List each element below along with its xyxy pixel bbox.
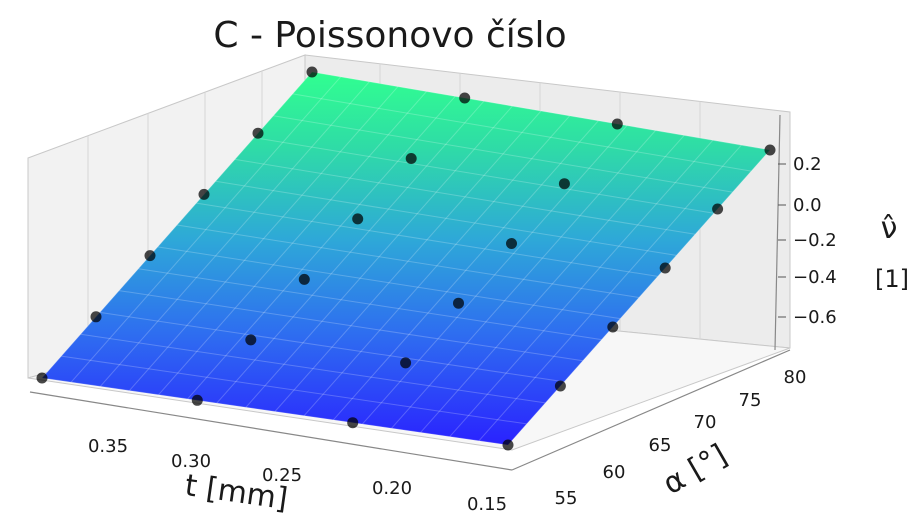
mesh-line xyxy=(273,115,733,193)
mesh-line xyxy=(507,149,771,446)
z-axis-symbol: ν̂ xyxy=(881,211,898,246)
mesh-line xyxy=(176,224,640,298)
y-tick-label: 60 xyxy=(603,462,626,483)
mesh-line xyxy=(187,96,456,400)
mesh-line xyxy=(449,139,714,437)
x-tick-label: 0.35 xyxy=(88,436,128,457)
y-tick-label: 70 xyxy=(694,412,717,433)
y-tick-label: 55 xyxy=(555,488,578,509)
x-tick-label: 0.30 xyxy=(171,451,211,472)
data-point xyxy=(306,66,318,78)
mesh-line xyxy=(215,180,677,256)
data-point xyxy=(198,188,210,200)
mesh-line xyxy=(158,91,427,396)
surface-mesh xyxy=(41,71,771,446)
data-point xyxy=(252,127,264,139)
z-ticks: 0.2 0.0 −0.2 −0.4 −0.6 xyxy=(778,154,837,328)
surface xyxy=(41,71,771,446)
z-tick-label: 0.2 xyxy=(793,154,822,175)
data-point xyxy=(607,321,619,333)
data-point xyxy=(558,178,570,190)
axis-lines xyxy=(29,114,791,471)
mesh-line xyxy=(61,355,527,425)
mesh-line xyxy=(119,290,583,362)
y-ticks: 55 60 65 70 75 80 xyxy=(555,367,807,509)
y-tick-label: 75 xyxy=(739,390,762,411)
x-ticks: 0.35 0.30 0.25 0.20 0.15 xyxy=(88,436,507,515)
mesh-line xyxy=(138,268,602,341)
y-axis-line xyxy=(511,349,791,471)
x-tick-label: 0.20 xyxy=(372,478,412,499)
data-point xyxy=(347,417,359,429)
data-point xyxy=(36,372,48,384)
data-point xyxy=(453,297,464,309)
data-point xyxy=(712,203,724,215)
mesh-line xyxy=(234,158,696,235)
mesh-line xyxy=(157,246,621,320)
data-point xyxy=(245,334,257,346)
mesh-line xyxy=(478,144,742,442)
data-point xyxy=(352,213,364,225)
x-tick-label: 0.15 xyxy=(467,494,507,515)
mesh-line xyxy=(70,76,341,383)
mesh-line xyxy=(129,86,399,391)
y-tick-label: 65 xyxy=(649,435,672,456)
chart-title: C - Poissonovo číslo xyxy=(213,15,566,56)
data-point xyxy=(144,250,156,262)
x-axis-line xyxy=(29,391,513,471)
mesh-line xyxy=(41,71,313,379)
mesh-line xyxy=(99,311,565,383)
mesh-line xyxy=(274,110,542,412)
data-point xyxy=(90,311,102,323)
mesh-line xyxy=(216,100,485,404)
mesh-line xyxy=(99,81,370,387)
z-tick-label: 0.0 xyxy=(793,195,822,216)
mesh-line xyxy=(311,71,771,151)
data-point xyxy=(191,394,203,406)
surface-polygon xyxy=(42,72,770,445)
x-tick-label: 0.25 xyxy=(262,465,302,486)
mesh-line xyxy=(362,125,628,425)
data-point xyxy=(459,92,471,104)
z-tick-label: −0.2 xyxy=(793,230,837,251)
z-tick-label: −0.4 xyxy=(793,267,837,288)
data-point xyxy=(298,273,310,285)
data-point xyxy=(506,238,517,249)
mesh-line xyxy=(245,105,513,408)
mesh-line xyxy=(196,202,658,277)
data-point xyxy=(659,262,671,274)
y-tick-label: 80 xyxy=(784,367,807,388)
data-point xyxy=(400,357,412,369)
mesh-line xyxy=(332,120,599,421)
data-point xyxy=(611,118,623,130)
data-points xyxy=(36,66,776,451)
data-point xyxy=(554,380,566,392)
mesh-line xyxy=(391,130,656,429)
mesh-line xyxy=(420,135,685,433)
mesh-line xyxy=(254,137,714,214)
mesh-line xyxy=(292,93,752,172)
data-point xyxy=(764,144,776,156)
mesh-line xyxy=(41,377,509,446)
mesh-line xyxy=(303,115,570,417)
z-axis-line xyxy=(774,114,781,351)
z-tick-label: −0.6 xyxy=(793,307,837,328)
z-axis-unit: [1] xyxy=(875,265,909,293)
mesh-line xyxy=(80,333,546,404)
data-point xyxy=(405,153,417,164)
data-point xyxy=(502,439,514,451)
